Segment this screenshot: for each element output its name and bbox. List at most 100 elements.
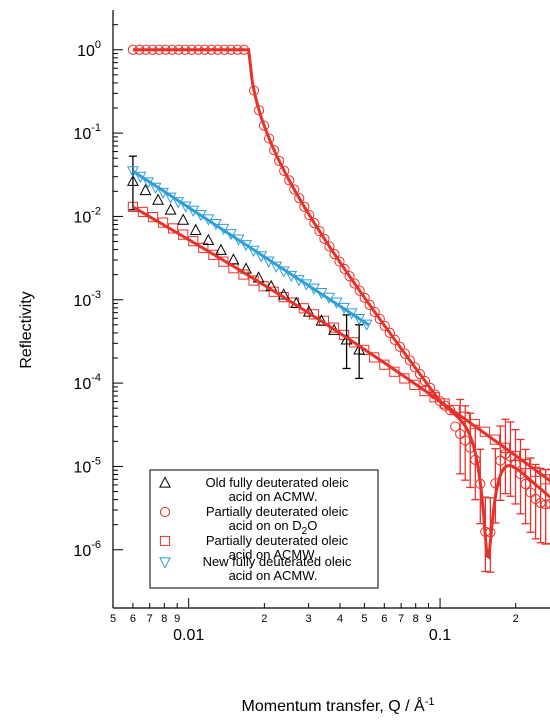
x-major-tick-label: 0.1 [429, 627, 451, 644]
partial-d2o-point [304, 209, 315, 221]
legend-marker-circle [159, 506, 171, 518]
y-tick-mantissa: 10 [73, 459, 91, 476]
y-tick-mantissa: 10 [73, 209, 91, 226]
y-tick-label: 100 [77, 39, 101, 60]
y-tick-exponent: -6 [91, 539, 101, 551]
partial-d2o-point [394, 341, 405, 352]
legend-label-text: acid on ACMW. [229, 547, 318, 562]
partial-d2o-point [314, 225, 325, 237]
legend-label-line: acid on ACMW. [229, 547, 318, 562]
partial-d2o-point [329, 248, 340, 260]
old-deuterated-point [214, 243, 227, 255]
partial-d2o-point [274, 155, 285, 166]
partial-d2o-point [364, 299, 375, 311]
old-deuterated-point [152, 193, 164, 205]
y-tick-exponent: -4 [91, 372, 101, 384]
legend-label-text: O [307, 518, 317, 533]
legend-marker-triangle-down [159, 557, 171, 569]
partial-acmw-point [137, 206, 149, 218]
x-minor-tick-label: 2 [513, 613, 519, 625]
legend-label-text: acid on ACMW. [229, 568, 318, 583]
partial-d2o-point [374, 313, 385, 325]
partial-acmw-point [489, 434, 500, 445]
x-minor-tick-label: 9 [174, 613, 180, 625]
x-minor-tick-label: 9 [425, 613, 431, 625]
partial-d2o-fit [132, 48, 550, 560]
x-minor-tick-label: 7 [147, 613, 153, 625]
legend-label-text: acid on ACMW. [229, 489, 318, 504]
legend-marker-square [159, 535, 171, 547]
old-deuterated-point [177, 213, 190, 225]
partial-d2o-point [259, 120, 270, 131]
y-tick-label: 10-3 [73, 289, 101, 310]
y-tick-exponent: -2 [91, 205, 101, 217]
old-deuterated-point [189, 223, 202, 235]
partial-d2o-point [359, 292, 370, 303]
y-tick-exponent: -1 [91, 122, 101, 134]
partial-acmw-point [409, 379, 420, 390]
y-tick-mantissa: 10 [73, 126, 91, 143]
partial-d2o-point [369, 306, 380, 318]
partial-d2o-point [414, 369, 426, 380]
y-tick-exponent: 0 [95, 39, 101, 51]
old-deuterated-point [139, 183, 152, 196]
partial-d2o-point [409, 362, 421, 373]
y-tick-label: 10-5 [73, 455, 101, 476]
partial-d2o-point [289, 184, 300, 195]
partial-d2o-point [389, 334, 400, 345]
legend-label-line: acid on ACMW. [229, 489, 318, 504]
new-deuterated-point [360, 319, 373, 331]
old-deuterated-point [164, 203, 177, 215]
x-major-tick-label: 0.01 [173, 627, 204, 644]
y-tick-label: 10-1 [73, 122, 101, 143]
legend-label-line: Old fully deuterated oleic [205, 475, 349, 490]
partial-acmw-fit [132, 205, 550, 483]
y-tick-exponent: -3 [91, 289, 101, 301]
partial-d2o-point [545, 498, 550, 509]
partial-d2o-point [334, 256, 345, 267]
y-tick-mantissa: 10 [77, 43, 95, 60]
partial-d2o-point [294, 193, 305, 204]
partial-d2o-point [309, 218, 320, 229]
y-tick-label: 10-6 [73, 539, 101, 560]
partial-d2o-point [354, 285, 365, 296]
legend-marker-triangle-up [159, 476, 171, 488]
y-tick-label: 10-2 [73, 205, 101, 226]
partial-d2o-point [264, 133, 275, 144]
partial-d2o-point [339, 263, 350, 275]
old-deuterated-point [227, 253, 240, 265]
plot-area [126, 44, 550, 573]
legend-box [149, 469, 379, 589]
old-deuterated-point [202, 233, 215, 246]
x-axis-title-text: Momentum transfer, Q / Å [242, 696, 426, 715]
legend-label-text: acid on on D [229, 518, 302, 533]
legend-label-line: New fully deuterated oleic [203, 554, 352, 569]
partial-d2o-point [379, 320, 390, 332]
x-axis-title-superscript: -1 [425, 696, 435, 708]
legend-label-line: Partially deuterated oleic [206, 533, 349, 548]
y-axis-title: Reflectivity [18, 291, 35, 368]
legend-label-line: acid on on D2O [229, 518, 318, 537]
x-axis-title: Momentum transfer, Q / Å-1 [242, 696, 435, 715]
x-minor-tick-label: 4 [337, 613, 343, 625]
partial-d2o-point [279, 165, 290, 176]
partial-d2o-point [324, 241, 335, 252]
partial-d2o-point [384, 327, 395, 339]
partial-acmw-point [268, 286, 279, 297]
partial-d2o-point [349, 278, 360, 289]
x-minor-tick-label: 5 [110, 613, 116, 625]
y-tick-mantissa: 10 [73, 543, 91, 560]
partial-d2o-point [344, 271, 355, 282]
x-minor-tick-label: 5 [361, 613, 367, 625]
partial-d2o-point [319, 233, 330, 244]
y-tick-exponent: -5 [91, 455, 101, 467]
x-minor-tick-label: 6 [130, 613, 136, 625]
partial-d2o-point [299, 201, 310, 212]
x-minor-tick-label: 8 [161, 613, 167, 625]
partial-d2o-point [419, 375, 431, 387]
new-deuterated-fit [132, 169, 370, 327]
y-tick-mantissa: 10 [73, 293, 91, 310]
legend-label-subscript: 2 [302, 526, 308, 537]
